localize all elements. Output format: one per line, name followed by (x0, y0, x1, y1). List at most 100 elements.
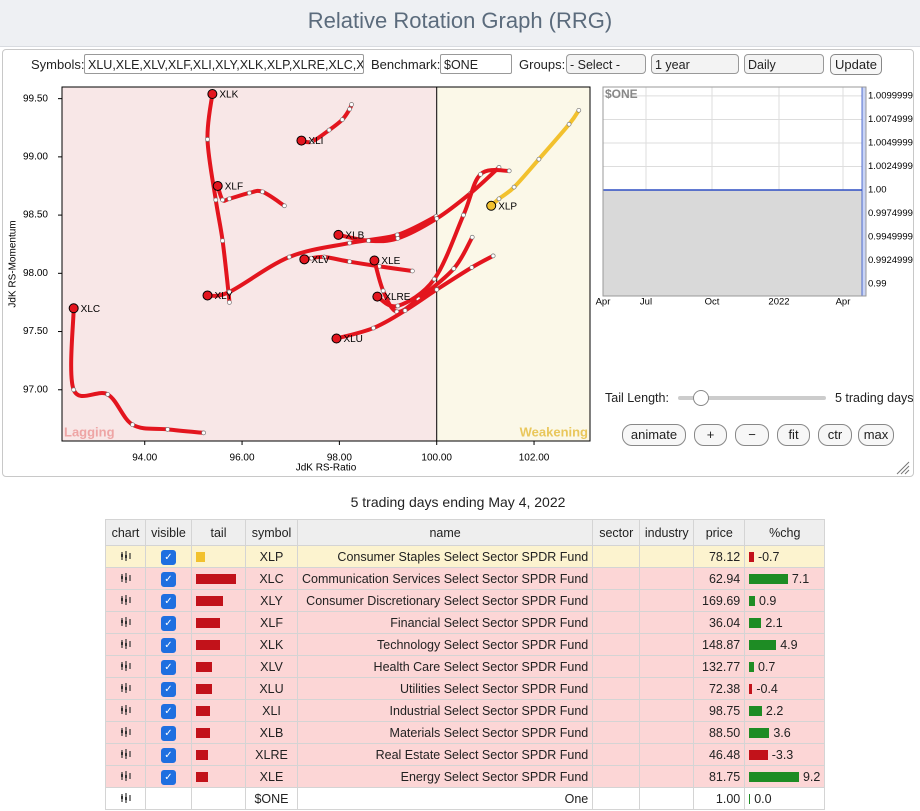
tail-bar (196, 618, 220, 629)
table-row: ✓ XLRE Real Estate Select Sector SPDR Fund… (105, 743, 826, 766)
chart-icon[interactable] (120, 792, 132, 803)
checkbox[interactable]: ✓ (161, 703, 176, 719)
chart-button[interactable]: ctr (818, 424, 852, 446)
chg-label: -3.3 (771, 747, 794, 762)
checkbox[interactable]: ✓ (161, 571, 176, 587)
x-axis-label: JdK RS-Ratio (296, 463, 357, 474)
symbol-label: XLF (225, 182, 243, 193)
tail-slider[interactable] (678, 396, 826, 400)
price-cell: 169.69 (693, 589, 746, 612)
chart-button[interactable]: + (694, 424, 727, 446)
tail-point (576, 107, 582, 113)
checkbox[interactable]: ✓ (161, 637, 176, 653)
interval-select[interactable]: Daily (744, 54, 824, 74)
column-header: visible (145, 519, 192, 546)
chart-icon[interactable] (120, 660, 132, 671)
chg-bar (749, 772, 799, 783)
tail-point (478, 171, 483, 177)
y-tick-label: 1.0099999 (868, 90, 913, 101)
visible-cell: ✓ (145, 765, 192, 788)
y-tick-label: 97.00 (23, 384, 48, 395)
tail-point (451, 266, 457, 272)
tail-point (431, 276, 437, 282)
chart-icon[interactable] (120, 550, 132, 561)
checkbox[interactable]: ✓ (161, 659, 176, 675)
chart-button[interactable]: max (858, 424, 894, 446)
tail-cell (191, 545, 246, 568)
period-select[interactable]: 1 year (651, 54, 739, 74)
chart-button[interactable]: − (735, 424, 769, 446)
industry-cell (639, 611, 695, 634)
tail-point (566, 121, 572, 127)
head-point (486, 200, 497, 211)
price-cell: 1.00 (693, 787, 746, 810)
checkbox[interactable]: ✓ (161, 549, 176, 565)
chart-icon[interactable] (120, 726, 132, 737)
checkbox[interactable]: ✓ (161, 747, 176, 763)
chg-cell: 0.7 (744, 655, 826, 678)
price-cell: 148.87 (693, 633, 746, 656)
tail-bar (196, 684, 212, 695)
tail-point (347, 240, 352, 246)
chart-button[interactable]: animate (622, 424, 686, 446)
symbol-label: XLC (81, 304, 100, 315)
visible-cell: ✓ (145, 611, 192, 634)
chart-icon[interactable] (120, 770, 132, 781)
chart-button[interactable]: fit (777, 424, 810, 446)
x-tick-label: 98.00 (327, 453, 352, 464)
chg-cell: 3.6 (744, 721, 826, 744)
column-header: tail (191, 519, 246, 546)
symbol-label: XLK (219, 90, 238, 101)
chart-icon[interactable] (120, 748, 132, 759)
chart-icon[interactable] (120, 638, 132, 649)
groups-select[interactable]: - Select - (566, 54, 646, 74)
visible-cell: ✓ (145, 589, 192, 612)
industry-cell (639, 545, 695, 568)
chart-cell (105, 787, 146, 810)
checkbox[interactable]: ✓ (161, 769, 176, 785)
column-header: symbol (245, 519, 298, 546)
symbol-cell: XLE (245, 765, 298, 788)
checkbox[interactable]: ✓ (161, 615, 176, 631)
x-tick-label: Oct (705, 297, 720, 308)
symbol-label: XLRE (384, 292, 410, 303)
chart-icon[interactable] (120, 616, 132, 627)
table-caption: 5 trading days ending May 4, 2022 (350, 494, 566, 510)
y-tick-label: 98.50 (23, 210, 48, 221)
tail-cell (191, 633, 246, 656)
update-button[interactable]: Update (830, 54, 882, 75)
y-tick-label: 1.00 (868, 185, 887, 196)
slider-knob[interactable] (693, 390, 709, 406)
tail-bar (196, 640, 220, 651)
benchmark-input[interactable]: $ONE (440, 54, 512, 74)
mini-frame (602, 86, 867, 297)
chart-icon[interactable] (120, 682, 132, 693)
tail-line (205, 214, 439, 298)
column-header: sector (592, 519, 641, 546)
chg-label: -0.7 (757, 549, 780, 564)
chart-icon[interactable] (120, 572, 132, 583)
head-point (296, 135, 307, 146)
tail-bar (196, 662, 212, 673)
checkbox[interactable]: ✓ (161, 593, 176, 609)
chart-cell (105, 765, 146, 788)
tail-bar (196, 750, 208, 761)
checkbox[interactable]: ✓ (161, 681, 176, 697)
table-row: ✓ XLP Consumer Staples Select Sector SPDR … (105, 545, 826, 568)
y-tick-label: 98.00 (23, 268, 48, 279)
chart-icon[interactable] (120, 704, 132, 715)
y-tick-label: 1.0049999 (868, 137, 913, 148)
chg-label: 2.2 (765, 703, 784, 718)
y-tick-label: 1.0074999 (868, 114, 913, 125)
symbols-input[interactable]: XLU,XLE,XLV,XLF,XLI,XLY,XLK,XLP,XLRE,XLC… (84, 54, 364, 74)
symbol-cell: XLY (245, 589, 298, 612)
chart-cell (105, 545, 146, 568)
chart-icon[interactable] (120, 594, 132, 605)
chg-bar (749, 640, 777, 651)
tail-point (469, 234, 475, 240)
y-tick-label: 99.50 (23, 93, 48, 104)
tail-bar (196, 728, 210, 739)
chg-cell: 0.0 (744, 787, 826, 810)
checkbox[interactable]: ✓ (161, 725, 176, 741)
name-cell: Technology Select Sector SPDR Fund (296, 633, 594, 656)
